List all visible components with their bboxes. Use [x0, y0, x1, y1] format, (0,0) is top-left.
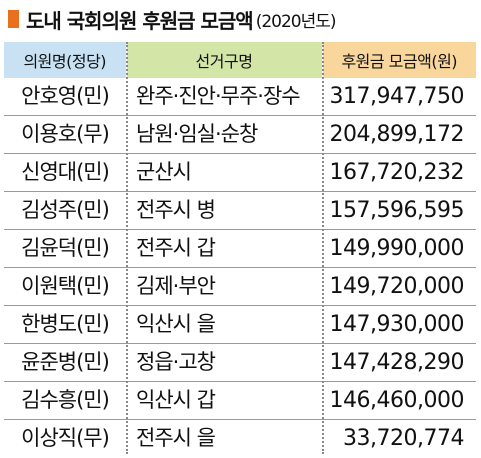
title-marker-square: [8, 10, 19, 28]
table-row: 이용호(무) 남원·임실·순창 204,899,172: [4, 115, 476, 154]
district-name: 익산시 갑: [126, 381, 322, 420]
table-row: 이상직(무) 전주시 을 33,720,774: [4, 420, 476, 458]
member-name: 김성주(민): [4, 191, 126, 230]
member-name: 이용호(무): [4, 115, 126, 154]
district-name: 전주시 갑: [126, 229, 322, 268]
donation-amount: 147,930,000: [322, 305, 476, 344]
donation-amount: 317,947,750: [322, 78, 476, 116]
district-name: 남원·임실·순창: [126, 115, 322, 154]
district-name: 완주·진안·무주·장수: [126, 78, 322, 116]
member-name: 신영대(민): [4, 153, 126, 192]
member-name: 안호영(민): [4, 78, 126, 116]
member-name: 김윤덕(민): [4, 229, 126, 268]
district-name: 익산시 을: [126, 305, 322, 344]
table-row: 안호영(민) 완주·진안·무주·장수 317,947,750: [4, 78, 476, 116]
table-row: 김성주(민) 전주시 병 157,596,595: [4, 191, 476, 230]
district-name: 군산시: [126, 153, 322, 192]
table-row: 이원택(민) 김제·부안 149,720,000: [4, 267, 476, 306]
member-name: 이원택(민): [4, 267, 126, 306]
table-header-row: 의원명(정당) 선거구명 후원금 모금액(원): [4, 42, 476, 78]
donation-amount: 149,720,000: [322, 267, 476, 306]
table-row: 신영대(민) 군산시 167,720,232: [4, 153, 476, 192]
title-sub: (2020년도): [255, 11, 337, 32]
column-divider: [126, 42, 128, 454]
donation-amount: 157,596,595: [322, 191, 476, 230]
title-row: 도내 국회의원 후원금 모금액 (2020년도): [8, 4, 337, 34]
header-member-party: 의원명(정당): [4, 42, 126, 78]
header-amount: 후원금 모금액(원): [321, 42, 476, 78]
donation-amount: 149,990,000: [322, 229, 476, 268]
district-name: 김제·부안: [126, 267, 322, 306]
district-name: 전주시 을: [136, 426, 216, 450]
member-name: 김수흥(민): [4, 381, 126, 420]
donation-amount: 33,720,774: [343, 425, 464, 451]
donation-amount: 167,720,232: [322, 153, 476, 192]
donation-amount: 146,460,000: [322, 381, 476, 420]
table-row: 김수흥(민) 익산시 갑 146,460,000: [4, 381, 476, 420]
donation-amount: 204,899,172: [322, 115, 476, 154]
table-row: 김윤덕(민) 전주시 갑 149,990,000: [4, 229, 476, 268]
header-district: 선거구명: [125, 42, 322, 78]
member-name: 이상직(무): [21, 426, 110, 450]
column-divider: [322, 42, 324, 454]
district-name: 정읍·고창: [126, 343, 322, 382]
member-name: 한병도(민): [4, 305, 126, 344]
table-row: 한병도(민) 익산시 을 147,930,000: [4, 305, 476, 344]
donations-table: 의원명(정당) 선거구명 후원금 모금액(원) 안호영(민) 완주·진안·무주·…: [4, 42, 476, 457]
title-main: 도내 국회의원 후원금 모금액: [26, 8, 254, 33]
donation-amount: 147,428,290: [322, 343, 476, 382]
district-name: 전주시 병: [126, 191, 322, 230]
table-row: 윤준병(민) 정읍·고창 147,428,290: [4, 343, 476, 382]
member-name: 윤준병(민): [4, 343, 126, 382]
